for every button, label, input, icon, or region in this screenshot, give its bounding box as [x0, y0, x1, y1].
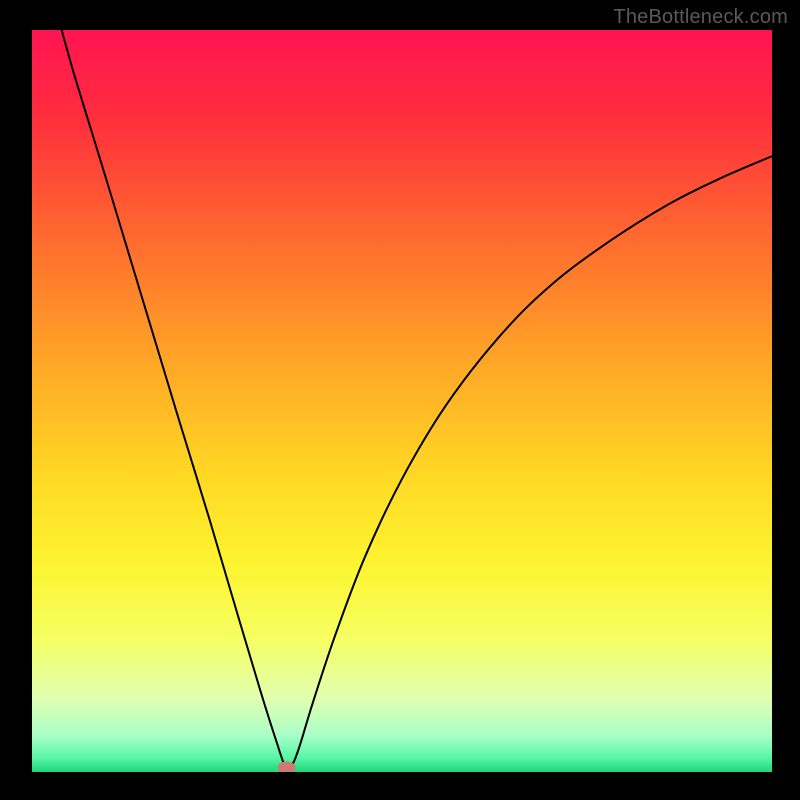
chart-marker-layer [32, 30, 772, 772]
optimal-point-marker [278, 762, 296, 772]
bottleneck-chart [32, 30, 772, 772]
watermark-text: TheBottleneck.com [613, 6, 788, 29]
